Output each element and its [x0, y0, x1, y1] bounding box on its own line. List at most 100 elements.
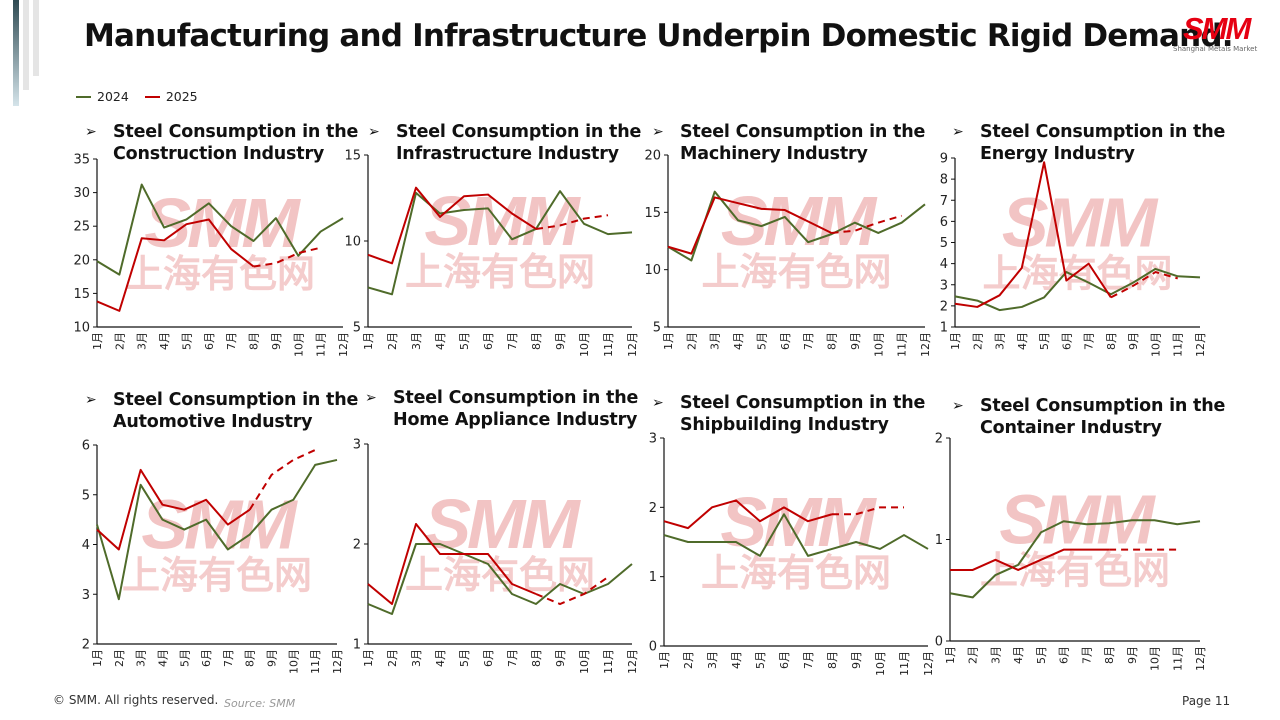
x-tick-label: 5月 [1038, 332, 1051, 350]
legend-item-2024: 2024 [76, 89, 129, 104]
chart-title: ➢ Steel Consumption in the Automotive Indu… [85, 389, 359, 433]
x-tick-label: 6月 [778, 651, 791, 669]
y-tick-label: 30 [73, 186, 90, 201]
y-tick-label: 5 [82, 488, 90, 503]
x-tick-label: 11月 [602, 649, 615, 674]
x-tick-label: 7月 [225, 332, 238, 350]
bullet-arrow-icon: ➢ [652, 124, 664, 140]
chart-title: ➢ Steel Consumption in the Shipbuilding In… [652, 392, 925, 436]
y-tick-label: 0 [935, 635, 943, 650]
legend-swatch [76, 95, 91, 98]
x-tick-label: 2月 [113, 332, 126, 350]
chart-title-line: Construction Industry [113, 144, 325, 164]
bullet-arrow-icon: ➢ [652, 395, 664, 411]
x-tick-label: 3月 [706, 651, 719, 669]
chart-title-line: Container Industry [980, 418, 1162, 438]
decorative-bar [23, 0, 29, 90]
y-tick-label: 8 [940, 173, 948, 188]
x-tick-label: 8月 [826, 651, 839, 669]
y-tick-label: 10 [344, 235, 361, 250]
y-tick-label: 1 [935, 533, 943, 548]
x-tick-label: 9月 [1127, 332, 1140, 350]
y-tick-label: 5 [940, 236, 948, 251]
x-tick-label: 12月 [626, 649, 639, 674]
y-tick-label: 10 [73, 321, 90, 336]
chart-title-line: Home Appliance Industry [393, 410, 638, 430]
series-line-2025 [667, 196, 832, 255]
y-tick-label: 9 [940, 152, 948, 167]
x-tick-label: 9月 [554, 649, 567, 667]
x-tick-label: 3月 [410, 649, 423, 667]
chart-title-line: Steel Consumption in the [393, 388, 639, 408]
x-tick-label: 12月 [1194, 332, 1207, 357]
y-tick-label: 2 [940, 299, 948, 314]
y-tick-label: 3 [940, 278, 948, 293]
x-tick-label: 6月 [1060, 332, 1073, 350]
y-tick-label: 1 [649, 570, 657, 585]
watermark-text: 上海有色网 [980, 549, 1170, 593]
x-tick-label: 5月 [458, 332, 471, 350]
chart-title-line: Energy Industry [980, 144, 1135, 164]
y-tick-label: 2 [82, 638, 90, 653]
x-tick-label: 6月 [482, 332, 495, 350]
logo-mark: SMM [1183, 11, 1251, 46]
x-tick-label: 7月 [1080, 646, 1093, 664]
y-tick-label: 3 [353, 438, 361, 453]
x-tick-label: 12月 [337, 332, 350, 357]
series-line-2025 [663, 499, 833, 530]
x-tick-label: 10月 [292, 332, 305, 357]
x-tick-label: 11月 [309, 649, 322, 674]
x-tick-label: 12月 [922, 651, 935, 676]
x-tick-label: 2月 [386, 332, 399, 350]
x-tick-label: 4月 [156, 649, 169, 667]
x-tick-label: 9月 [850, 651, 863, 669]
chart-title: ➢ Steel Consumption in the Container Indus… [952, 395, 1226, 439]
x-tick-label: 4月 [732, 332, 745, 350]
x-tick-label: 7月 [802, 332, 815, 350]
x-tick-label: 9月 [849, 332, 862, 350]
y-tick-label: 25 [73, 220, 90, 235]
x-tick-label: 4月 [158, 332, 171, 350]
chart-title-line: Automotive Industry [113, 412, 313, 432]
legend-label: 2025 [165, 89, 198, 104]
watermark-text: 上海有色网 [405, 553, 595, 597]
series-line-2025 [367, 523, 537, 605]
watermark-text: 上海有色网 [701, 551, 891, 595]
series-forecast-line-2025 [535, 214, 609, 230]
y-tick-label: 5 [353, 321, 361, 336]
footer-copyright: © SMM. All rights reserved. [53, 693, 219, 707]
x-tick-label: 9月 [1126, 646, 1139, 664]
chart-title-line: Steel Consumption in the [113, 390, 359, 410]
x-tick-label: 6月 [1058, 646, 1071, 664]
series-forecast-line-2025 [832, 506, 904, 516]
series-line-2025 [96, 218, 255, 312]
chart-title-line: Steel Consumption in the [396, 122, 642, 142]
y-tick-label: 6 [940, 215, 948, 230]
x-tick-label: 3月 [136, 332, 149, 350]
chart-title-line: Steel Consumption in the [980, 396, 1226, 416]
chart-title-line: Steel Consumption in the [680, 122, 926, 142]
x-tick-label: 4月 [434, 332, 447, 350]
watermark-logo: SMM [424, 485, 581, 563]
bullet-arrow-icon: ➢ [952, 398, 964, 414]
x-tick-label: 8月 [1105, 332, 1118, 350]
y-tick-label: 4 [82, 538, 90, 553]
x-tick-label: 7月 [1083, 332, 1096, 350]
x-tick-label: 3月 [994, 332, 1007, 350]
page-number: Page 11 [1182, 694, 1231, 708]
series-line-2025 [950, 548, 1110, 571]
x-tick-label: 11月 [315, 332, 328, 357]
x-tick-label: 6月 [203, 332, 216, 350]
series-forecast-line-2025 [248, 449, 316, 511]
x-tick-label: 9月 [554, 332, 567, 350]
y-tick-label: 15 [644, 206, 661, 221]
watermark-text: 上海有色网 [701, 250, 891, 294]
x-tick-label: 1月 [658, 651, 671, 669]
x-tick-label: 1月 [362, 649, 375, 667]
x-tick-label: 1月 [91, 332, 104, 350]
x-tick-label: 11月 [1171, 646, 1184, 671]
series-line-2024 [667, 190, 926, 262]
chart-title: ➢ Steel Consumption in the Machinery Indus… [652, 121, 926, 165]
x-tick-label: 8月 [530, 649, 543, 667]
